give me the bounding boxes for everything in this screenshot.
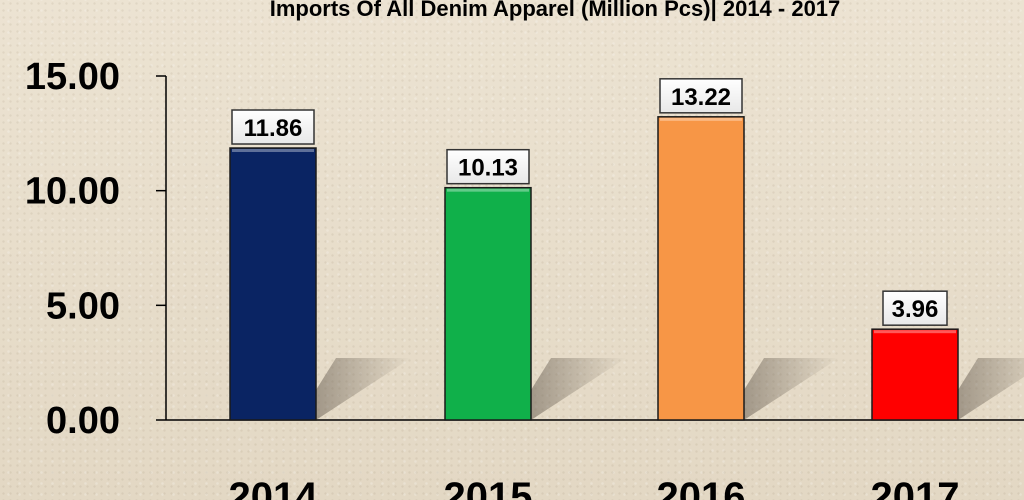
bar-shadow [958, 358, 1024, 420]
bar-highlight [232, 149, 314, 153]
bar-shadow [744, 358, 839, 420]
chart-title: Imports Of All Denim Apparel (Million Pc… [270, 0, 841, 21]
data-label-box [882, 290, 948, 326]
bar [657, 116, 745, 421]
y-tick-label: 10.00 [25, 171, 120, 213]
bar [871, 328, 959, 421]
bar-shadow [531, 358, 626, 420]
data-label: 13.22 [671, 84, 731, 111]
y-tick-label: 0.00 [46, 400, 120, 442]
x-category-label: 2014 [229, 475, 319, 500]
data-label-box [446, 148, 530, 185]
data-label-box [659, 78, 743, 114]
x-category-label: 2017 [871, 475, 960, 500]
bar-highlight [874, 330, 956, 334]
bar-shadow [316, 358, 411, 420]
x-category-label: 2016 [657, 475, 746, 500]
bar-highlight [447, 188, 529, 192]
x-category-label: 2015 [444, 475, 533, 500]
y-tick-label: 5.00 [46, 285, 120, 327]
data-label: 10.13 [458, 155, 518, 182]
bar-highlight [660, 117, 742, 121]
bar [229, 147, 317, 421]
data-label: 3.96 [892, 296, 939, 323]
bar [444, 186, 532, 421]
y-tick-label: 15.00 [25, 56, 120, 98]
data-label-box [231, 109, 315, 145]
data-label: 11.86 [244, 115, 303, 142]
